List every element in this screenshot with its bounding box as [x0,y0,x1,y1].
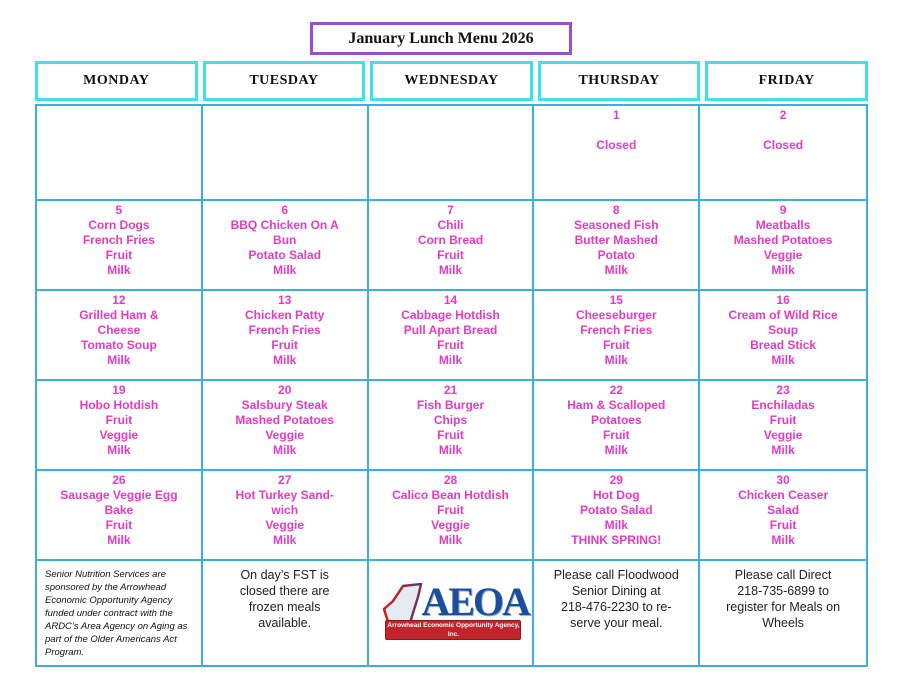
menu-text: Chicken Ceaser Salad Fruit Milk [738,488,829,547]
closed-label: Closed [596,138,637,152]
page-title: January Lunch Menu 2026 [310,22,572,55]
menu-text: Cream of Wild Rice Soup Bread Stick Milk [728,308,838,367]
day-cell: 13 Chicken Patty French Fries Fruit Milk [202,291,369,381]
day-cell: 14 Cabbage Hotdish Pull Apart Bread Frui… [368,291,535,381]
menu-text: Cheeseburger French Fries Fruit Milk [575,308,657,367]
day-cell-closed: 1 Closed [534,106,701,201]
menu-text: Ham & Scalloped Potatoes Fruit Milk [567,398,666,457]
weekday-header-wednesday: WEDNESDAY [370,61,533,101]
menu-text: Fish Burger Chips Fruit Milk [416,398,485,457]
day-cell [368,106,535,201]
menu-text: Corn Dogs French Fries Fruit Milk [82,218,155,277]
weekday-header-monday: MONDAY [35,61,198,101]
day-cell: 16 Cream of Wild Rice Soup Bread Stick M… [700,291,866,381]
day-cell: 7 Chili Corn Bread Fruit Milk [368,201,535,291]
day-number: 1 [612,108,620,122]
day-cell: 6 BBQ Chicken On A Bun Potato Salad Milk [202,201,369,291]
sponsor-note: Senior Nutrition Services are sponsored … [37,561,203,665]
day-number: 21 [443,383,458,397]
menu-text: BBQ Chicken On A Bun Potato Salad Milk [230,218,339,277]
day-number: 23 [776,383,790,397]
aeoa-logo-cell: AEOA Arrowhead Economic Opportunity Agen… [369,561,535,665]
menu-text: Hot Dog Potato Salad Milk THINK SPRING! [571,488,662,547]
day-number: 6 [281,203,289,217]
menu-text: Cabbage Hotdish Pull Apart Bread Fruit M… [401,308,500,367]
day-cell [37,106,203,201]
page-title-text: January Lunch Menu 2026 [348,30,534,47]
menu-text: Calico Bean Hotdish Fruit Veggie Milk [392,488,509,547]
closed-label: Closed [763,138,804,152]
day-cell: 21 Fish Burger Chips Fruit Milk [368,381,535,471]
day-cell: 23 Enchiladas Fruit Veggie Milk [700,381,866,471]
fst-note: On day’s FST is closed there are frozen … [203,561,369,665]
day-number: 29 [609,473,623,487]
day-number: 14 [443,293,458,307]
day-number: 9 [779,203,787,217]
day-number: 16 [776,293,790,307]
aeoa-acronym: AEOA [421,579,531,624]
menu-text: Seasoned Fish Butter Mashed Potato Milk [573,218,659,277]
day-cell: 20 Salsbury Steak Mashed Potatoes Veggie… [202,381,369,471]
menu-text: Hobo Hotdish Fruit Veggie Milk [79,398,159,457]
day-cell: 22 Ham & Scalloped Potatoes Fruit Milk [534,381,701,471]
weekday-header-thursday: THURSDAY [537,61,701,101]
weekday-header-row: MONDAY TUESDAY WEDNESDAY THURSDAY FRIDAY [35,61,868,101]
day-cell: 28 Calico Bean Hotdish Fruit Veggie Milk [368,471,535,561]
day-number: 15 [609,293,623,307]
aeoa-tagline: Arrowhead Economic Opportunity Agency, I… [385,620,522,640]
menu-text: Salsbury Steak Mashed Potatoes Veggie Mi… [235,398,335,457]
aeoa-logo: AEOA Arrowhead Economic Opportunity Agen… [375,580,531,646]
day-number: 27 [278,473,292,487]
menu-text: Meatballs Mashed Potatoes Veggie Milk [733,218,833,277]
day-number: 22 [609,383,623,397]
day-cell: 29 Hot Dog Potato Salad Milk THINK SPRIN… [534,471,701,561]
menu-text: Hot Turkey Sand- wich Veggie Milk [235,488,334,547]
direct-note: Please call Direct 218-735-6899 to regis… [726,568,841,630]
day-number: 8 [612,203,620,217]
menu-text: Chicken Patty French Fries Fruit Milk [245,308,325,367]
day-number: 20 [278,383,292,397]
day-cell: 9 Meatballs Mashed Potatoes Veggie Milk [700,201,866,291]
day-number: 19 [112,383,126,397]
day-cell: 12 Grilled Ham & Cheese Tomato Soup Milk [37,291,203,381]
day-cell: 27 Hot Turkey Sand- wich Veggie Milk [202,471,369,561]
day-cell: 19 Hobo Hotdish Fruit Veggie Milk [37,381,203,471]
menu-text: Chili Corn Bread Fruit Milk [417,218,484,277]
day-number: 7 [447,203,454,217]
day-number: 30 [776,473,790,487]
day-cell: 5 Corn Dogs French Fries Fruit Milk [37,201,203,291]
day-number: 2 [779,108,787,122]
day-number: 5 [115,203,123,217]
calendar-grid: 1 Closed 2 Closed 5 Corn Dogs French Fri… [35,104,868,667]
day-number: 28 [443,473,458,487]
day-cell-closed: 2 Closed [700,106,866,201]
floodwood-note: Please call Floodwood Senior Dining at 2… [534,561,701,665]
day-number: 13 [278,293,292,307]
day-cell [202,106,369,201]
menu-text: Grilled Ham & Cheese Tomato Soup Milk [79,308,159,367]
day-number: 26 [112,473,126,487]
weekday-header-tuesday: TUESDAY [202,61,366,101]
day-cell: 15 Cheeseburger French Fries Fruit Milk [534,291,701,381]
menu-text: Sausage Veggie Egg Bake Fruit Milk [60,488,178,547]
day-number: 12 [112,293,126,307]
day-cell: 30 Chicken Ceaser Salad Fruit Milk [700,471,866,561]
menu-text: Enchiladas Fruit Veggie Milk [751,398,815,457]
day-cell: 26 Sausage Veggie Egg Bake Fruit Milk [37,471,203,561]
day-cell: 8 Seasoned Fish Butter Mashed Potato Mil… [534,201,701,291]
weekday-header-friday: FRIDAY [705,61,868,101]
